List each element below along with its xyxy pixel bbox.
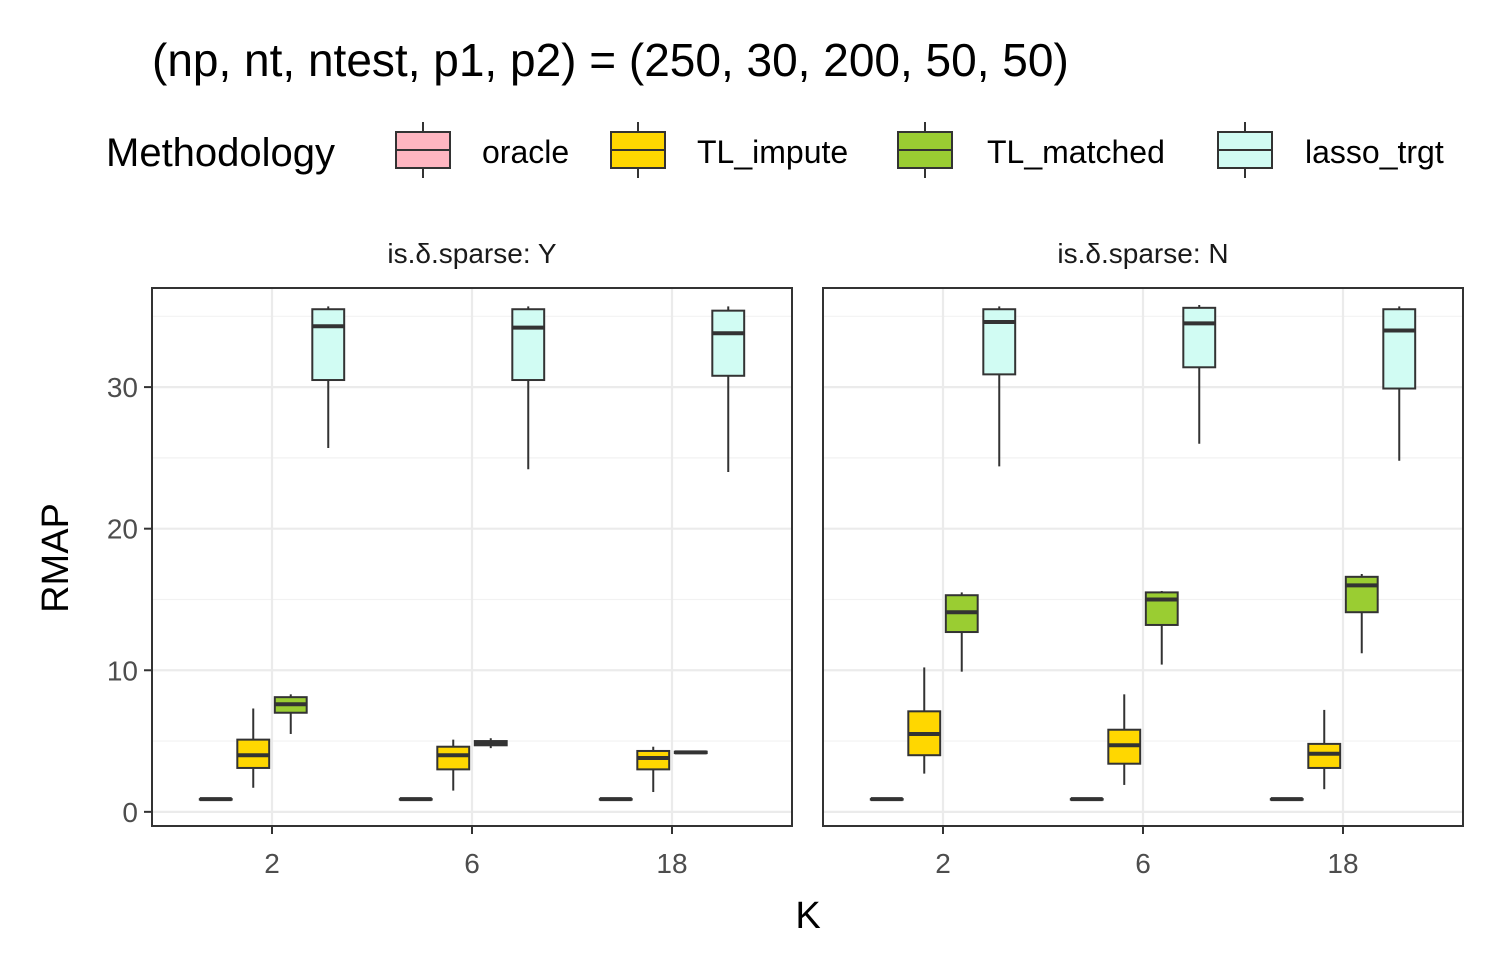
box-TL_matched: [673, 750, 708, 755]
panels: is.δ.sparse: Y 2 6 18 0 10 20 30 is.δ.sparse: N 2…: [107, 238, 1464, 879]
y-tick-label: 10: [107, 655, 138, 686]
box-oracle: [198, 797, 233, 802]
box-body: [1344, 575, 1379, 614]
box-oracle: [398, 797, 433, 802]
box-TL_impute: [636, 746, 671, 793]
x-axis-title: K: [795, 895, 820, 937]
box-body: [311, 308, 346, 382]
legend-label: lasso_trgt: [1305, 134, 1444, 170]
legend-keys: oracle TL_impute TL_matched lasso_trgt: [395, 122, 1444, 178]
box-body: [711, 309, 746, 377]
box-TL_impute: [236, 708, 271, 788]
y-tick-label: 30: [107, 372, 138, 403]
x-tick-label: 2: [264, 848, 280, 879]
legend: Methodology oracle TL_impute TL_matched las…: [106, 122, 1444, 178]
box-TL_matched: [473, 738, 508, 749]
box-body: [1307, 742, 1342, 769]
box-oracle: [598, 797, 633, 802]
box-groups: [869, 304, 1417, 802]
x-tick-label: 2: [935, 848, 951, 879]
y-axis-title: RMAP: [35, 503, 77, 613]
box-body: [436, 745, 471, 771]
box-body: [636, 749, 671, 771]
box-lasso_trgt: [311, 306, 346, 448]
box-body: [511, 308, 546, 382]
y-tick-label: 20: [107, 514, 138, 545]
grid: [152, 288, 792, 826]
box-lasso_trgt: [982, 306, 1017, 467]
legend-entry-oracle: oracle: [395, 122, 569, 178]
legend-label: TL_matched: [987, 134, 1165, 170]
box-TL_matched: [1144, 590, 1179, 665]
box-body: [1144, 591, 1179, 626]
box-body: [1182, 306, 1217, 369]
facet-strip-label: is.δ.sparse: N: [1057, 238, 1228, 269]
box-TL_matched: [273, 694, 308, 734]
x-tick-label: 6: [1135, 848, 1151, 879]
box-group-K2: [198, 306, 346, 802]
x-axis: 2 6 18: [264, 826, 688, 879]
box-lasso_trgt: [511, 306, 546, 470]
box-TL_impute: [1307, 709, 1342, 790]
box-TL_matched: [944, 592, 979, 672]
box-lasso_trgt: [1382, 306, 1417, 461]
chart-title: (np, nt, ntest, p1, p2) = (250, 30, 200,…: [152, 34, 1069, 86]
legend-entry-TL_impute: TL_impute: [610, 122, 848, 178]
x-tick-label: 18: [1327, 848, 1358, 879]
x-tick-label: 18: [656, 848, 687, 879]
x-axis: 2 6 18: [935, 826, 1359, 879]
panel-2: is.δ.sparse: N 2 6 18: [822, 238, 1464, 879]
box-group-K18: [598, 306, 746, 802]
panel-1: is.δ.sparse: Y 2 6 18 0 10 20 30: [107, 238, 793, 879]
box-group-K6: [398, 306, 546, 802]
box-oracle: [869, 797, 904, 802]
legend-label: TL_impute: [697, 134, 848, 170]
box-group-K18: [1269, 306, 1417, 802]
x-tick-label: 6: [464, 848, 480, 879]
box-group-K6: [1069, 304, 1217, 802]
box-TL_impute: [1107, 694, 1142, 785]
legend-entry-TL_matched: TL_matched: [897, 122, 1165, 178]
box-lasso_trgt: [711, 306, 746, 473]
box-body: [1382, 308, 1417, 390]
y-tick-label: 0: [122, 797, 138, 828]
box-groups: [198, 306, 746, 802]
facet-strip-label: is.δ.sparse: Y: [387, 238, 556, 269]
legend-entry-lasso_trgt: lasso_trgt: [1217, 122, 1444, 178]
legend-label: oracle: [482, 134, 569, 170]
box-group-K2: [869, 306, 1017, 802]
legend-title: Methodology: [106, 131, 335, 175]
box-body: [982, 308, 1017, 376]
box-lasso_trgt: [1182, 304, 1217, 444]
box-oracle: [1269, 797, 1304, 802]
box-TL_impute: [436, 739, 471, 791]
box-oracle: [1069, 797, 1104, 802]
y-axis: 0 10 20 30: [107, 372, 152, 828]
box-TL_matched: [1344, 573, 1379, 654]
box-TL_impute: [907, 667, 942, 774]
